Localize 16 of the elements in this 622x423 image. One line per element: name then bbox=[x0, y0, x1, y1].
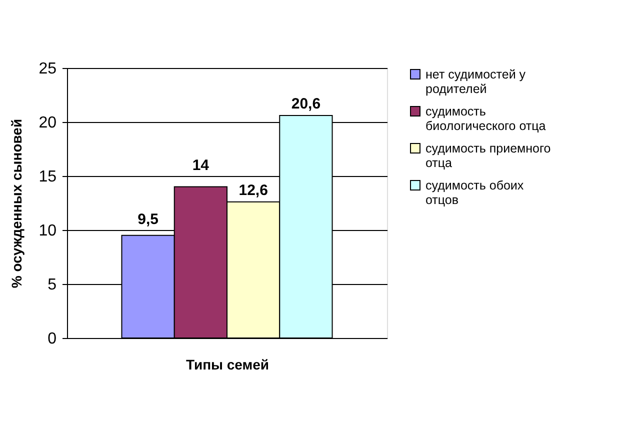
data-label: 20,6 bbox=[291, 96, 321, 113]
y-tick-label: 15 bbox=[38, 168, 57, 186]
data-label: 12,6 bbox=[238, 182, 268, 199]
y-tick-label: 10 bbox=[38, 222, 57, 240]
y-tick-label: 5 bbox=[48, 276, 57, 294]
x-axis-title: Типы семей bbox=[186, 356, 270, 372]
y-tick-label: 0 bbox=[48, 330, 57, 348]
legend-label: судимость приемного отца bbox=[426, 141, 551, 170]
legend-label: судимость обоих отцов bbox=[426, 178, 524, 207]
data-label: 14 bbox=[192, 157, 210, 174]
legend-label: судимость биологического отца bbox=[426, 104, 546, 133]
y-tick-label: 25 bbox=[38, 60, 57, 78]
y-tick-label: 20 bbox=[38, 114, 57, 132]
legend-label: нет судимостей у родителей bbox=[426, 67, 526, 96]
data-label: 9,5 bbox=[138, 211, 158, 228]
y-axis-title: % осужденных сыновей bbox=[8, 118, 25, 288]
